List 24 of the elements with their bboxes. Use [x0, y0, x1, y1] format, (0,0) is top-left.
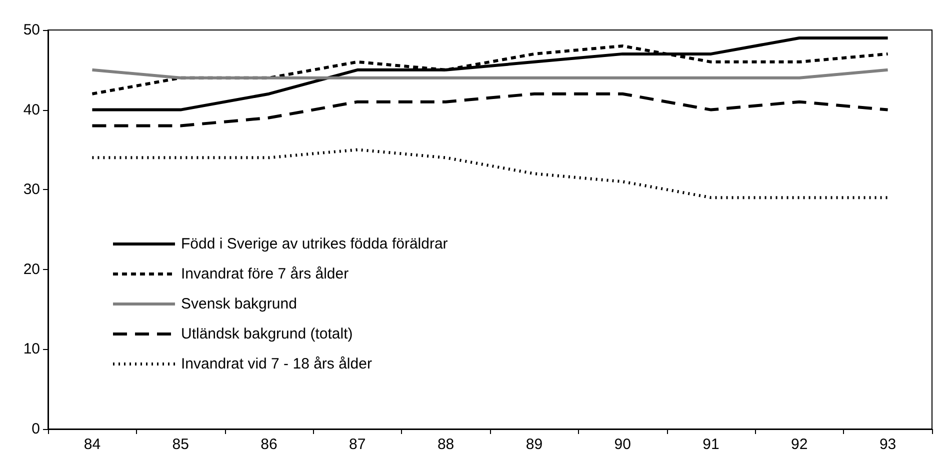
x-tick-label: 93 — [879, 436, 896, 453]
y-tick-label: 0 — [32, 420, 40, 438]
legend-label: Invandrat före 7 års ålder — [181, 266, 349, 282]
legend-label: Invandrat vid 7 - 18 års ålder — [181, 356, 372, 372]
x-tick-label: 88 — [437, 436, 454, 453]
y-tick-label: 20 — [23, 260, 40, 278]
y-tick-label: 10 — [23, 340, 40, 358]
y-tick-label: 40 — [23, 101, 40, 118]
legend-label: Svensk bakgrund — [181, 296, 297, 312]
line-series — [90, 36, 890, 112]
line-series — [90, 148, 890, 200]
x-tick-label: 92 — [791, 436, 808, 453]
x-tick-label: 91 — [702, 436, 720, 453]
x-tick-label: 89 — [526, 436, 543, 453]
x-tick-label: 87 — [349, 436, 366, 453]
x-tick-label: 86 — [260, 436, 278, 453]
x-tick-label: 90 — [614, 436, 631, 453]
x-tick-label: 84 — [84, 436, 101, 453]
x-tick-label: 85 — [172, 436, 189, 453]
line-series — [90, 92, 890, 128]
legend-label: Utländsk bakgrund (totalt) — [181, 326, 353, 342]
y-tick-label: 50 — [23, 22, 40, 38]
y-tick-label: 30 — [23, 181, 40, 198]
legend-label: Född i Sverige av utrikes födda föräldrar — [181, 236, 448, 252]
